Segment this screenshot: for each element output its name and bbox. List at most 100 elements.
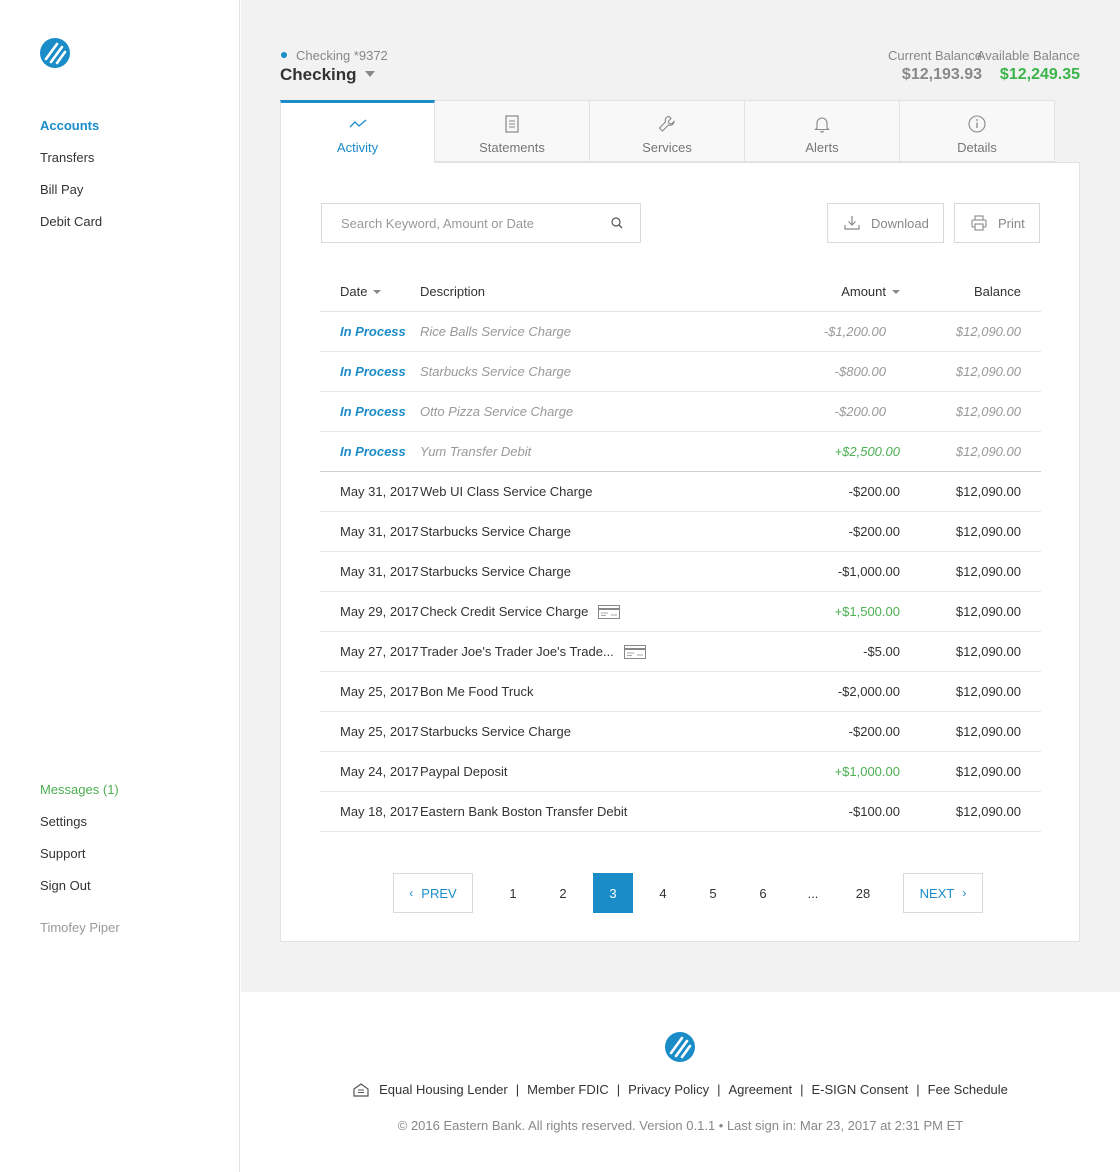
table-row[interactable]: May 24, 2017 Paypal Deposit +$1,000.00 $12,… [320, 752, 1041, 792]
page-ellipsis: ... [807, 885, 819, 901]
page-number-button[interactable]: 3 [593, 873, 633, 913]
footer-separator: | [800, 1082, 804, 1097]
account-number: Checking *9372 [296, 48, 388, 63]
nav-item-settings[interactable]: Settings [40, 814, 87, 829]
transaction-description: Eastern Bank Boston Transfer Debit [420, 804, 628, 819]
bell-icon [814, 117, 830, 133]
tab-statements[interactable]: Statements [435, 100, 590, 162]
date-column-header[interactable]: Date [320, 284, 420, 299]
tab-activity[interactable]: Activity [280, 100, 435, 163]
table-row[interactable]: May 31, 2017 Starbucks Service Charge -$20… [320, 512, 1041, 552]
footer-link[interactable]: Agreement [728, 1082, 793, 1097]
activity-icon [349, 119, 366, 128]
prev-label: PREV [421, 885, 457, 901]
footer-link[interactable]: Member FDIC [527, 1082, 609, 1097]
secondary-nav: Messages (1) Settings Support Sign Out [40, 782, 119, 910]
nav-item-support[interactable]: Support [40, 846, 86, 861]
nav-item-sign-out[interactable]: Sign Out [40, 878, 91, 893]
page-number-button[interactable]: 28 [855, 885, 871, 901]
nav-item-accounts[interactable]: Accounts [40, 118, 100, 133]
download-label: Download [871, 215, 929, 231]
pagination: ‹ PREV 1 2 3 4 5 6... 28 NEXT › [393, 873, 993, 913]
tab-details[interactable]: Details [900, 100, 1055, 162]
transaction-balance: $12,090.00 [955, 404, 1021, 419]
footer-link[interactable]: E-SIGN Consent [811, 1082, 909, 1097]
transaction-amount: -$200.00 [848, 484, 900, 499]
transaction-amount: -$200.00 [834, 404, 886, 419]
page-number-button[interactable]: 1 [509, 885, 517, 901]
transaction-amount: -$800.00 [834, 364, 886, 379]
prev-page-button[interactable]: ‹ PREV [393, 873, 473, 913]
transaction-date: May 25, 2017 [340, 724, 419, 739]
footer-link[interactable]: Privacy Policy [628, 1082, 710, 1097]
search-input[interactable] [322, 204, 592, 242]
transaction-description: Trader Joe's Trader Joe's Trade... [420, 644, 614, 659]
in-process-status: In Process [340, 324, 406, 339]
page-number-button[interactable]: 6 [759, 885, 767, 901]
nav-item-messages[interactable]: Messages (1) [40, 782, 119, 797]
transaction-amount: +$1,000.00 [834, 764, 900, 779]
table-row[interactable]: In Process Rice Balls Service Charge -$1,2… [320, 312, 1041, 352]
footer-link[interactable]: Equal Housing Lender [379, 1082, 508, 1097]
search-box [321, 203, 641, 243]
transaction-description: Check Credit Service Charge [420, 604, 589, 619]
current-balance-value: $12,193.93 [901, 66, 982, 83]
table-header: Date Description Amount Balance [320, 272, 1041, 312]
next-page-button[interactable]: NEXT › [903, 873, 983, 913]
transaction-date: May 25, 2017 [340, 684, 419, 699]
page-number-button[interactable]: 4 [659, 885, 667, 901]
table-row[interactable]: In Process Otto Pizza Service Charge -$200… [320, 392, 1041, 432]
tab-alerts[interactable]: Alerts [745, 100, 900, 162]
table-row[interactable]: May 27, 2017 Trader Joe's Trader Joe's Tr… [320, 632, 1041, 672]
sort-caret-icon [892, 289, 900, 294]
copyright: © 2016 Eastern Bank. All rights reserved… [397, 1118, 964, 1133]
transaction-amount: -$200.00 [848, 724, 900, 739]
table-row[interactable]: May 25, 2017 Bon Me Food Truck -$2,000.00 $… [320, 672, 1041, 712]
transaction-date: May 31, 2017 [340, 564, 419, 579]
account-label: Checking *9372 [281, 48, 388, 63]
table-row[interactable]: May 31, 2017 Starbucks Service Charge -$1,… [320, 552, 1041, 592]
transaction-amount: +$1,500.00 [834, 604, 900, 619]
search-icon[interactable] [610, 216, 624, 230]
main-content: Checking *9372 Checking Current Balance … [241, 0, 1120, 992]
table-row[interactable]: May 31, 2017 Web UI Class Service Charge -… [320, 472, 1041, 512]
footer-separator: | [515, 1082, 520, 1097]
description-column-header: Description [420, 284, 486, 299]
page-number-button[interactable]: 2 [559, 885, 567, 901]
amount-column-header[interactable]: Amount [780, 284, 900, 299]
page-number-button[interactable]: 5 [709, 885, 717, 901]
transaction-description: Web UI Class Service Charge [420, 484, 593, 499]
transaction-amount: -$100.00 [848, 804, 900, 819]
table-row[interactable]: May 25, 2017 Starbucks Service Charge -$20… [320, 712, 1041, 752]
table-row[interactable]: May 18, 2017 Eastern Bank Boston Transfer… [320, 792, 1041, 832]
tab-label: Activity [336, 140, 379, 155]
eastern-bank-logo-icon[interactable] [40, 38, 70, 68]
footer-separator: | [916, 1082, 920, 1097]
transaction-description: Yum Transfer Debit [420, 444, 532, 459]
available-balance: Available Balance $12,249.35 [977, 48, 1080, 84]
available-balance-label: Available Balance [976, 48, 1080, 63]
transaction-date: May 27, 2017 [340, 644, 419, 659]
table-row[interactable]: In Process Yum Transfer Debit +$2,500.00 $1… [320, 432, 1041, 472]
in-process-status: In Process [340, 364, 406, 379]
table-row[interactable]: In Process Starbucks Service Charge -$800.… [320, 352, 1041, 392]
account-selector[interactable]: Checking [280, 65, 375, 85]
nav-item-transfers[interactable]: Transfers [40, 150, 95, 165]
transaction-description: Starbucks Service Charge [420, 364, 572, 379]
nav-item-debit-card[interactable]: Debit Card [40, 214, 103, 229]
download-icon [844, 216, 860, 230]
print-button[interactable]: Print [954, 203, 1040, 243]
check-image-icon[interactable] [598, 604, 621, 619]
table-row[interactable]: May 29, 2017 Check Credit Service Charge +… [320, 592, 1041, 632]
account-tabs: Activity Statements Services Alerts Deta… [280, 100, 1055, 163]
tab-services[interactable]: Services [590, 100, 745, 162]
info-icon [968, 115, 986, 133]
chevron-left-icon: ‹ [409, 886, 414, 900]
footer-link[interactable]: Fee Schedule [927, 1082, 1008, 1097]
nav-item-bill-pay[interactable]: Bill Pay [40, 182, 84, 197]
account-dot [281, 51, 287, 58]
check-image-icon[interactable] [623, 644, 646, 659]
download-button[interactable]: Download [827, 203, 944, 243]
transaction-description-cell: Starbucks Service Charge [420, 724, 780, 739]
transaction-description: Otto Pizza Service Charge [420, 404, 574, 419]
